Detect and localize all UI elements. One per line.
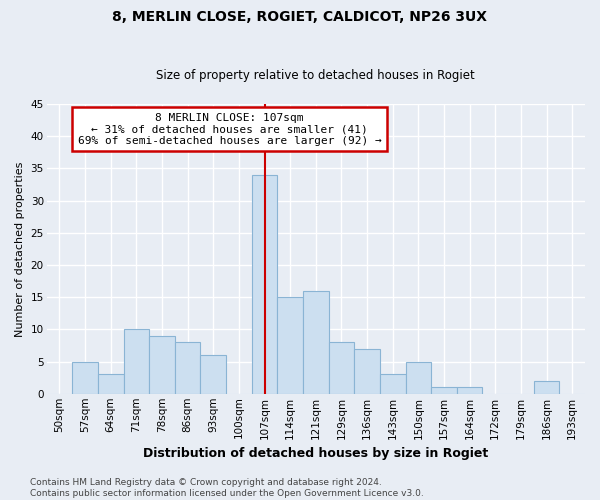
- Bar: [380, 374, 406, 394]
- Bar: [175, 342, 200, 394]
- Bar: [303, 290, 329, 394]
- Bar: [72, 362, 98, 394]
- Bar: [534, 381, 559, 394]
- Bar: [457, 388, 482, 394]
- Bar: [277, 297, 303, 394]
- Bar: [354, 348, 380, 394]
- Bar: [406, 362, 431, 394]
- Bar: [200, 355, 226, 394]
- Bar: [251, 175, 277, 394]
- Text: 8 MERLIN CLOSE: 107sqm
← 31% of detached houses are smaller (41)
69% of semi-det: 8 MERLIN CLOSE: 107sqm ← 31% of detached…: [78, 112, 382, 146]
- Bar: [149, 336, 175, 394]
- Bar: [329, 342, 354, 394]
- X-axis label: Distribution of detached houses by size in Rogiet: Distribution of detached houses by size …: [143, 447, 488, 460]
- Bar: [124, 330, 149, 394]
- Text: Contains HM Land Registry data © Crown copyright and database right 2024.
Contai: Contains HM Land Registry data © Crown c…: [30, 478, 424, 498]
- Text: 8, MERLIN CLOSE, ROGIET, CALDICOT, NP26 3UX: 8, MERLIN CLOSE, ROGIET, CALDICOT, NP26 …: [113, 10, 487, 24]
- Bar: [98, 374, 124, 394]
- Y-axis label: Number of detached properties: Number of detached properties: [15, 161, 25, 336]
- Title: Size of property relative to detached houses in Rogiet: Size of property relative to detached ho…: [157, 69, 475, 82]
- Bar: [431, 388, 457, 394]
